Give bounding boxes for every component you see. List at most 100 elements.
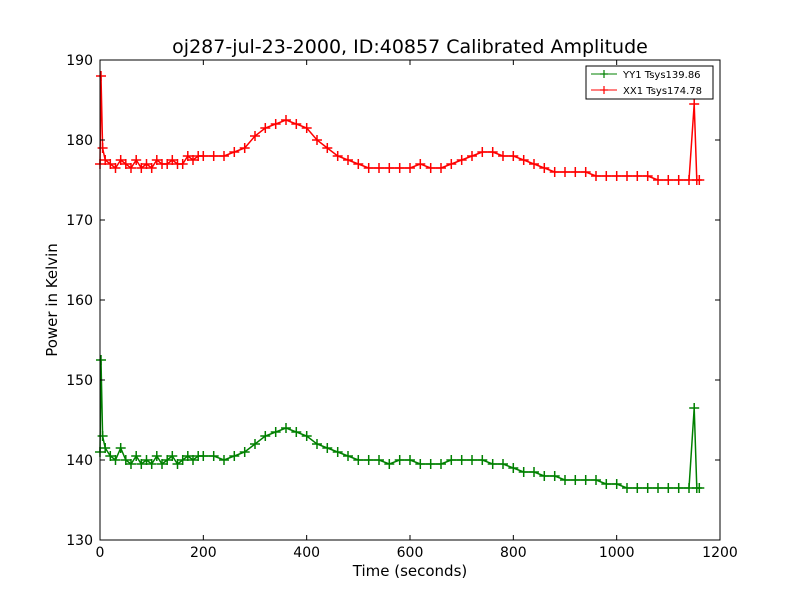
data-point-xx1 — [549, 167, 560, 177]
data-point-yy1 — [539, 471, 550, 481]
data-point-yy1 — [374, 455, 384, 465]
data-point-xx1 — [394, 163, 405, 173]
data-point-yy1 — [115, 443, 126, 453]
data-point-xx1 — [353, 159, 364, 169]
data-point-xx1 — [653, 175, 663, 185]
data-point-yy1 — [105, 451, 116, 461]
data-point-xx1 — [529, 159, 539, 169]
y-tick-label: 170 — [66, 213, 93, 229]
data-point-yy1 — [632, 483, 643, 493]
data-point-xx1 — [270, 119, 281, 129]
data-point-yy1 — [591, 475, 601, 485]
data-point-xx1 — [374, 163, 384, 173]
data-point-yy1 — [689, 403, 700, 413]
data-point-xx1 — [208, 151, 219, 161]
series-xx1 — [95, 71, 705, 185]
x-tick-label: 600 — [397, 545, 424, 561]
x-tick-label: 0 — [96, 545, 105, 561]
y-tick-label: 150 — [66, 373, 93, 389]
data-point-yy1 — [312, 439, 322, 449]
data-point-yy1 — [363, 455, 374, 465]
data-point-xx1 — [570, 167, 581, 177]
data-point-yy1 — [281, 423, 291, 433]
data-point-xx1 — [126, 163, 136, 173]
data-point-yy1 — [291, 427, 302, 437]
data-point-xx1 — [456, 155, 467, 165]
data-point-xx1 — [229, 147, 240, 157]
data-point-yy1 — [529, 467, 539, 477]
data-point-yy1 — [549, 471, 560, 481]
data-point-yy1 — [157, 459, 167, 469]
data-point-xx1 — [239, 143, 250, 153]
data-point-yy1 — [260, 431, 271, 441]
data-point-yy1 — [198, 451, 209, 461]
data-point-xx1 — [322, 143, 333, 153]
data-point-yy1 — [270, 427, 281, 437]
data-point-xx1 — [632, 171, 643, 181]
data-point-xx1 — [663, 175, 674, 185]
data-point-xx1 — [177, 159, 188, 169]
legend-marker-xx1 — [600, 86, 608, 94]
data-point-yy1 — [601, 479, 612, 489]
data-point-yy1 — [182, 451, 193, 461]
y-tick-label: 160 — [66, 293, 93, 309]
legend-box — [585, 65, 714, 100]
data-point-xx1 — [136, 163, 147, 173]
legend-label-yy1: YY1 Tsys139.86 — [622, 70, 701, 81]
data-point-xx1 — [467, 151, 477, 161]
data-point-yy1 — [467, 455, 477, 465]
y-tick-label: 190 — [66, 53, 93, 69]
legend: YY1 Tsys139.86 XX1 Tsys174.78 — [585, 65, 714, 100]
data-point-xx1 — [120, 159, 131, 169]
data-point-yy1 — [343, 451, 353, 461]
data-point-yy1 — [384, 459, 395, 469]
axes: 0 200 400 600 800 1000 1200 130 140 150 160 170 180 1… — [66, 53, 738, 561]
data-point-yy1 — [188, 455, 198, 465]
chart-title: oj287-jul-23-2000, ID:40857 Calibrated A… — [172, 36, 648, 58]
data-point-yy1 — [162, 455, 173, 465]
data-point-xx1 — [332, 151, 343, 161]
data-point-xx1 — [312, 135, 322, 145]
data-point-yy1 — [425, 459, 436, 469]
data-point-yy1 — [219, 455, 229, 465]
data-point-yy1 — [301, 431, 312, 441]
data-point-xx1 — [100, 155, 111, 165]
legend-label-xx1: XX1 Tsys174.78 — [623, 86, 702, 97]
data-point-xx1 — [343, 155, 353, 165]
data-point-yy1 — [673, 483, 684, 493]
data-point-xx1 — [301, 123, 312, 133]
data-point-yy1 — [487, 459, 498, 469]
legend-marker-yy1 — [600, 70, 608, 78]
data-point-xx1 — [141, 159, 152, 169]
data-point-xx1 — [591, 171, 601, 181]
data-point-yy1 — [172, 459, 183, 469]
data-point-yy1 — [322, 443, 333, 453]
data-point-yy1 — [131, 451, 142, 461]
data-point-xx1 — [498, 151, 508, 161]
data-point-yy1 — [663, 483, 674, 493]
data-point-yy1 — [250, 439, 260, 449]
data-point-yy1 — [208, 451, 219, 461]
x-tick-label: 800 — [500, 545, 527, 561]
x-tick-label: 1200 — [702, 545, 738, 561]
x-tick-label: 1000 — [599, 545, 635, 561]
data-point-yy1 — [653, 483, 663, 493]
data-point-yy1 — [508, 463, 519, 473]
data-point-yy1 — [141, 455, 152, 465]
data-point-xx1 — [477, 147, 488, 157]
x-tick-label: 400 — [293, 545, 320, 561]
y-tick-label: 180 — [66, 133, 93, 149]
data-point-yy1 — [120, 455, 131, 465]
data-point-xx1 — [539, 163, 550, 173]
data-point-xx1 — [146, 163, 157, 173]
data-point-yy1 — [477, 455, 488, 465]
data-point-xx1 — [601, 171, 612, 181]
data-point-xx1 — [425, 163, 436, 173]
data-point-xx1 — [694, 175, 705, 185]
data-point-yy1 — [580, 475, 591, 485]
data-point-yy1 — [622, 483, 632, 493]
data-point-yy1 — [642, 483, 653, 493]
data-point-xx1 — [188, 155, 198, 165]
data-point-xx1 — [105, 159, 116, 169]
